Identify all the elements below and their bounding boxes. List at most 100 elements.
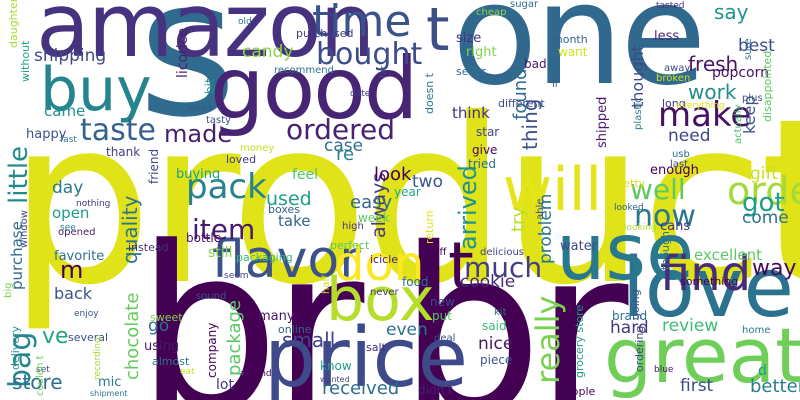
word: water bbox=[560, 239, 598, 254]
word: seem bbox=[224, 271, 249, 281]
word: cookie bbox=[460, 272, 516, 292]
word: never bbox=[370, 287, 399, 298]
word: different bbox=[498, 97, 545, 110]
word: much bbox=[464, 251, 543, 284]
word: opened bbox=[58, 227, 96, 238]
word: amazon bbox=[36, 0, 375, 77]
word: one bbox=[452, 0, 707, 117]
word: want bbox=[558, 45, 588, 59]
word: ve bbox=[42, 324, 69, 349]
word: s bbox=[138, 0, 237, 159]
word: try bbox=[508, 206, 529, 232]
word: week bbox=[358, 211, 390, 225]
word: look bbox=[374, 164, 412, 185]
word: order bbox=[727, 169, 800, 213]
word: plastic bbox=[633, 97, 644, 130]
word: sugar bbox=[510, 0, 539, 10]
word: lot bbox=[216, 377, 234, 393]
word: old bbox=[238, 17, 252, 27]
word: half bbox=[321, 275, 332, 294]
word: delivery bbox=[9, 325, 22, 370]
word: way bbox=[752, 256, 797, 281]
word: boxes bbox=[268, 203, 301, 216]
word: sure bbox=[743, 38, 754, 60]
word: licorice bbox=[175, 28, 191, 78]
word: thank bbox=[106, 145, 141, 159]
word: said bbox=[482, 319, 507, 333]
word: d bbox=[758, 363, 767, 379]
word: away bbox=[664, 63, 691, 74]
word: looking bbox=[624, 223, 657, 233]
word: company bbox=[205, 322, 219, 378]
word: something bbox=[680, 275, 739, 288]
word: several bbox=[68, 331, 109, 344]
word: well bbox=[630, 173, 686, 206]
word: favorite bbox=[54, 249, 105, 264]
word: able bbox=[535, 198, 546, 220]
word: received bbox=[322, 378, 400, 399]
word: tasted bbox=[656, 1, 685, 11]
word: piece bbox=[480, 353, 513, 367]
word: case bbox=[324, 136, 364, 156]
word: couldn t bbox=[35, 355, 46, 396]
word: package bbox=[224, 300, 245, 376]
word: recommend bbox=[274, 65, 334, 76]
word: many bbox=[258, 309, 295, 324]
word: friend bbox=[147, 148, 161, 184]
word: tasty bbox=[206, 115, 232, 126]
word: got bbox=[742, 188, 785, 218]
word: month bbox=[552, 33, 588, 46]
word: bought bbox=[316, 37, 423, 72]
word: ordering bbox=[633, 325, 646, 372]
word: brand bbox=[612, 309, 648, 323]
word: candy bbox=[242, 42, 294, 62]
word: go bbox=[148, 316, 170, 336]
word: two bbox=[412, 172, 443, 192]
word: eat bbox=[180, 367, 195, 377]
word: enjoy bbox=[74, 309, 99, 319]
word: made bbox=[164, 120, 233, 148]
word: bottle bbox=[186, 231, 222, 245]
word: kit bbox=[494, 307, 507, 318]
word: store bbox=[12, 370, 63, 394]
word: br bbox=[136, 199, 364, 400]
word: use bbox=[556, 208, 695, 298]
word: small bbox=[282, 328, 336, 352]
word: year bbox=[394, 185, 421, 199]
word: enough bbox=[650, 163, 699, 178]
word: m bbox=[60, 256, 84, 284]
word: re bbox=[336, 144, 355, 165]
word: need bbox=[668, 126, 711, 146]
word: day bbox=[52, 178, 84, 198]
word: open bbox=[52, 204, 90, 222]
word: br bbox=[398, 199, 628, 400]
word: window bbox=[19, 210, 30, 248]
word: price bbox=[264, 311, 469, 400]
word: salt bbox=[366, 341, 386, 354]
word: really bbox=[529, 295, 567, 384]
word: big bbox=[3, 282, 14, 298]
word: review bbox=[662, 316, 719, 336]
word: item bbox=[192, 213, 256, 246]
word: back bbox=[54, 284, 93, 303]
word: take bbox=[278, 212, 311, 230]
word: say bbox=[714, 0, 749, 24]
word: nice bbox=[478, 334, 514, 354]
word: excellent bbox=[694, 246, 763, 264]
word: bad bbox=[524, 57, 547, 71]
word: find bbox=[660, 246, 752, 302]
word: put bbox=[432, 309, 452, 323]
word: far bbox=[379, 65, 389, 78]
word: shipped bbox=[595, 96, 610, 148]
word: using bbox=[144, 339, 180, 354]
word: flavor bbox=[212, 230, 361, 290]
word: tried bbox=[468, 157, 496, 171]
word: packaging bbox=[236, 251, 293, 264]
word: make bbox=[658, 95, 752, 135]
word: box bbox=[326, 265, 435, 335]
word: t bbox=[448, 228, 474, 305]
word: pack bbox=[186, 167, 267, 207]
word: first bbox=[680, 376, 714, 396]
word: feel bbox=[292, 167, 319, 183]
word: blue bbox=[654, 365, 674, 375]
